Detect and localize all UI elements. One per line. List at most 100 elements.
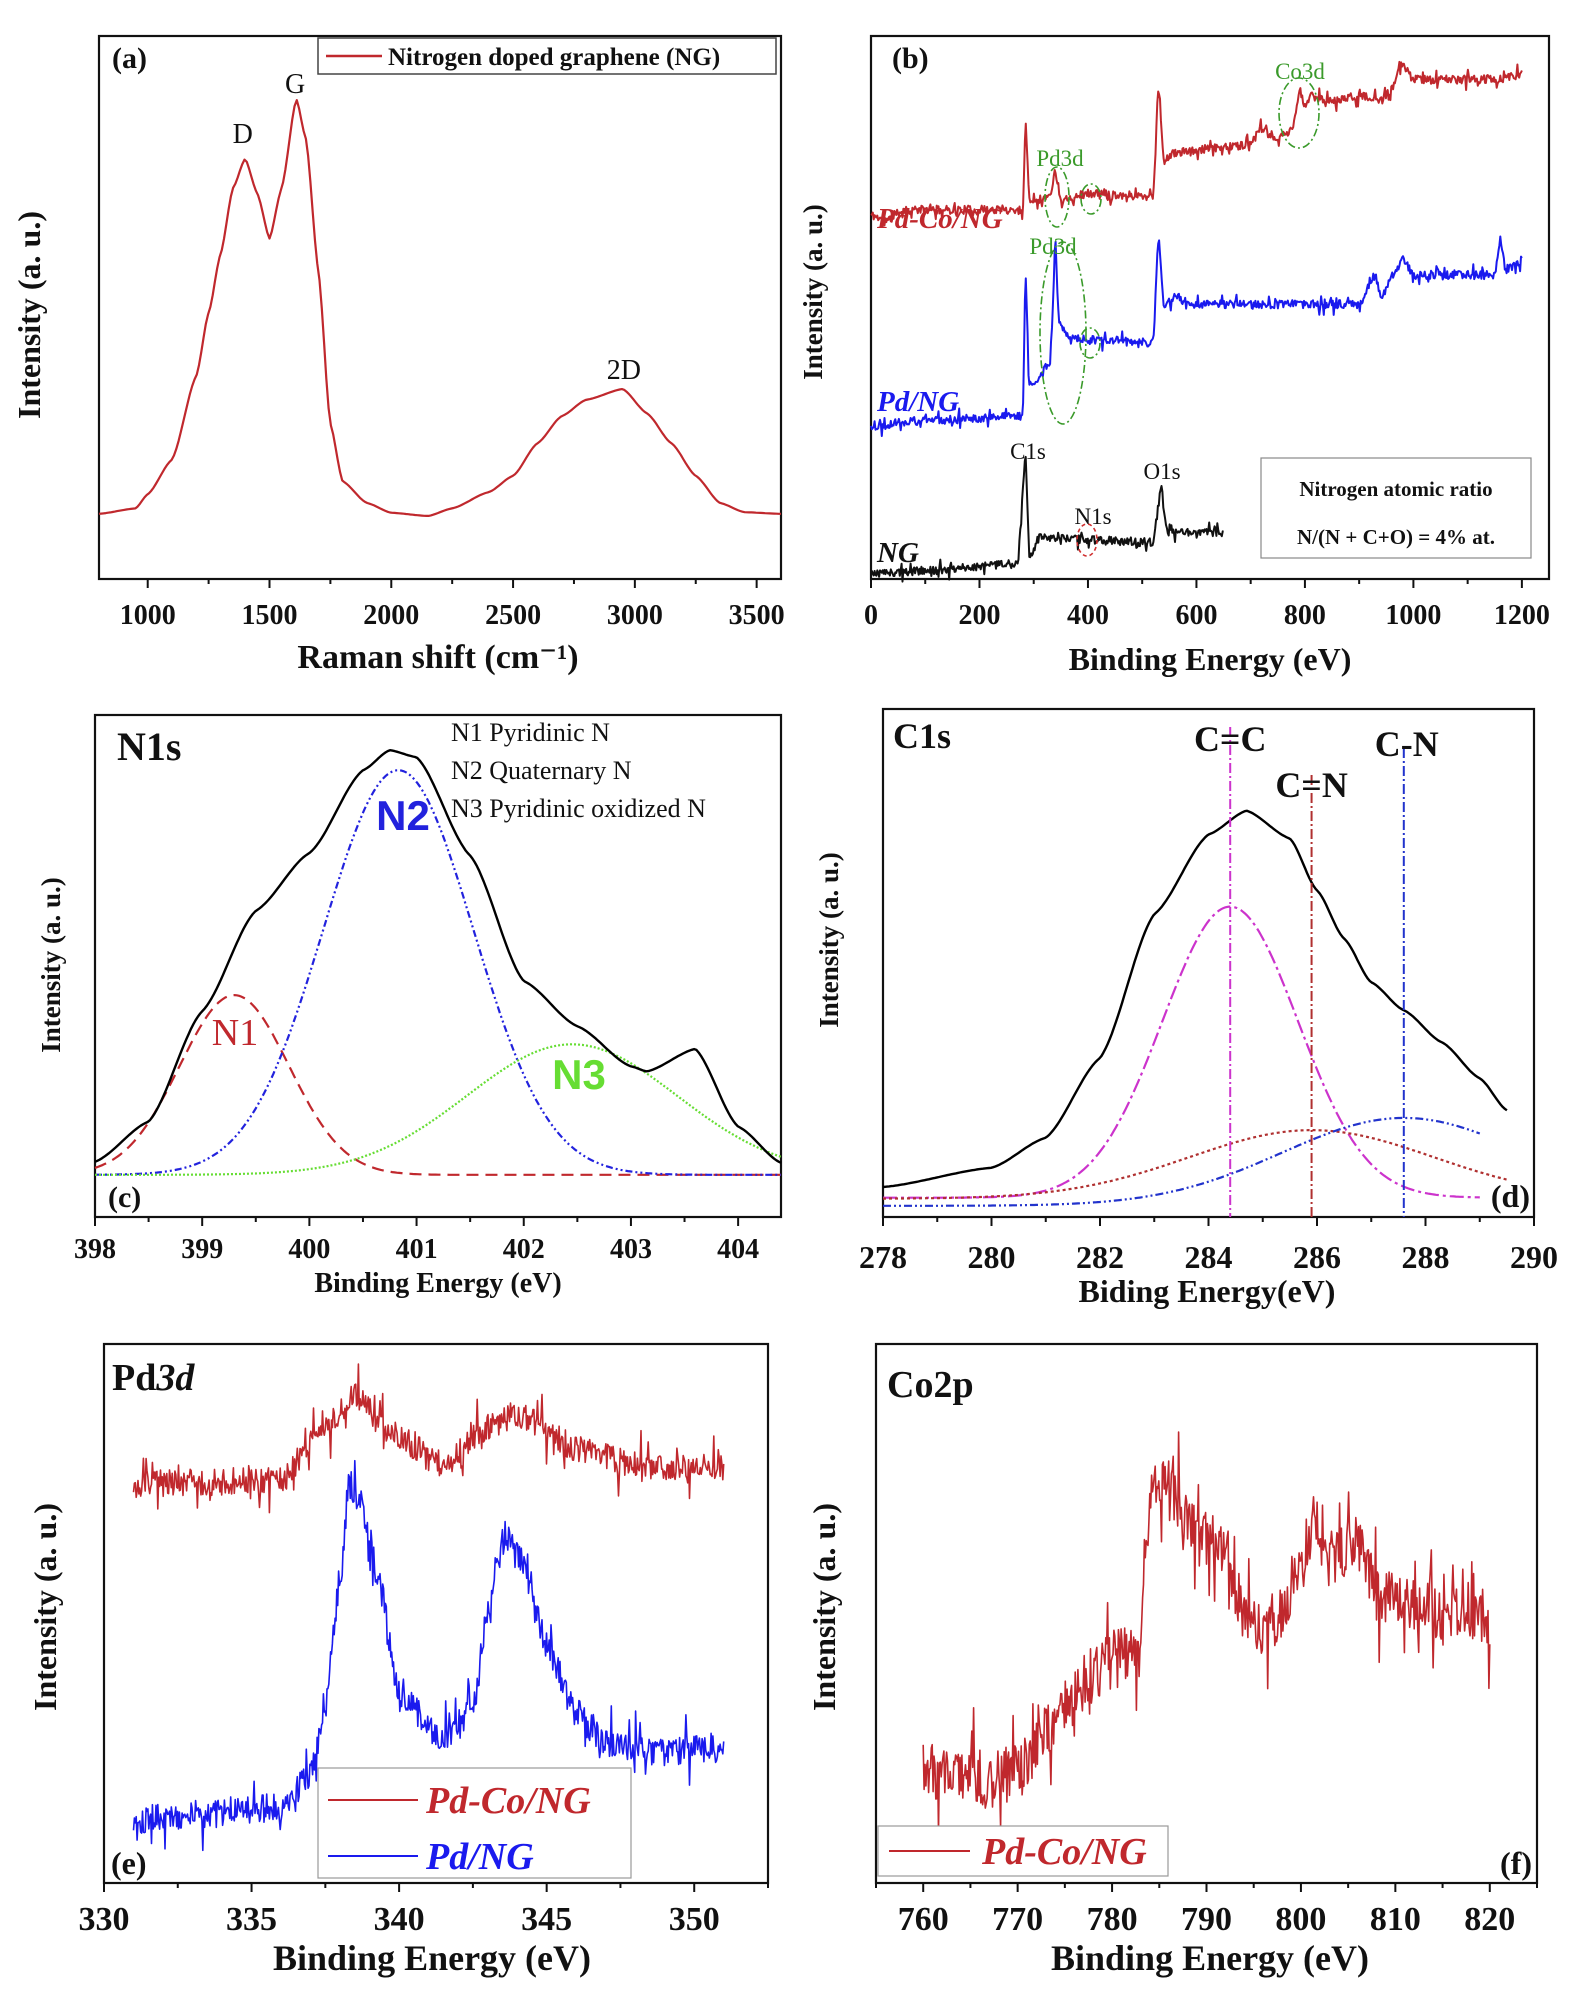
component-legend-line: N3 Pyridinic oxidized N <box>451 794 706 823</box>
x-tick-label: 810 <box>1370 1901 1421 1938</box>
series-label-ng: NG <box>876 537 919 569</box>
plot-frame <box>93 713 783 1219</box>
x-tick-label: 3000 <box>607 600 663 631</box>
y-axis-label: Intensity (a. u.) <box>814 852 844 1028</box>
y-axis-label: Intensity (a. u.) <box>27 1503 63 1711</box>
x-tick-label: 2000 <box>363 600 419 631</box>
series-line-ng <box>98 99 781 517</box>
highlight-ellipse <box>1080 183 1102 215</box>
plot-frame <box>881 707 1536 1219</box>
x-tick-label: 403 <box>610 1234 652 1265</box>
highlight-ellipse <box>1278 77 1320 149</box>
x-tick-label: 284 <box>1185 1239 1233 1275</box>
panel-e: 330 335 340 345 350 Binding Energy (eV) Intens… <box>27 1342 770 1978</box>
x-tick-label: 600 <box>1175 600 1217 631</box>
highlight-ellipse-n1s <box>1076 523 1098 557</box>
x-axis-label: Binding Energy (eV) <box>1069 641 1352 677</box>
x-tick-label: 800 <box>1275 1901 1326 1938</box>
series-line-pd-co-ng <box>922 1431 1491 1834</box>
x-tick-label: 330 <box>79 1901 130 1938</box>
x-tick-label: 1500 <box>242 600 298 631</box>
x-tick-label: 400 <box>1067 600 1109 631</box>
x-tick-label: 0 <box>864 600 878 631</box>
x-tick-label: 345 <box>521 1901 572 1938</box>
panel-label: (c) <box>108 1181 141 1214</box>
panel-b: 0 200 400 600 800 1000 1200 Binding Energy (eV)… <box>798 34 1551 677</box>
inset-title: Nitrogen atomic ratio <box>1299 477 1492 501</box>
legend-label: Pd-Co/NG <box>425 1780 591 1822</box>
legend-box <box>317 37 777 75</box>
y-axis-label: Intensity (a. u.) <box>806 1503 842 1711</box>
panel-label: (d) <box>1491 1178 1530 1214</box>
annotation-pd3d-mid: Pd3d <box>1029 234 1077 259</box>
x-tick-label: 335 <box>226 1901 277 1938</box>
legend-label: Pd/NG <box>425 1836 534 1878</box>
x-tick-label: 1000 <box>120 600 176 631</box>
legend-label: Pd-Co/NG <box>981 1831 1147 1873</box>
inset-box <box>1260 457 1532 559</box>
x-tick-label: 200 <box>958 600 1000 631</box>
x-tick-label: 278 <box>859 1239 907 1275</box>
x-axis-label: Biding Energy(eV) <box>1079 1273 1336 1309</box>
peak-label-d: D <box>233 119 253 150</box>
component-c-n <box>883 1116 1481 1207</box>
x-tick-label: 282 <box>1076 1239 1124 1275</box>
panel-title: Co2p <box>887 1364 974 1406</box>
component-label-n2: N2 <box>376 792 430 839</box>
component-label-n3: N3 <box>552 1051 606 1098</box>
legend-label: Nitrogen doped graphene (NG) <box>388 44 720 71</box>
annotation-c1s: C1s <box>1010 439 1046 464</box>
panel-label: (b) <box>892 42 929 75</box>
highlight-ellipse <box>1039 241 1087 425</box>
series-line-pd-ng <box>132 1459 725 1852</box>
x-tick-label: 399 <box>181 1234 223 1265</box>
x-tick-label: 340 <box>374 1901 425 1938</box>
plot-frame <box>102 1342 770 1885</box>
series-label-pd-ng: Pd/NG <box>876 386 959 418</box>
legend-box <box>317 1767 632 1879</box>
panel-title: N1s <box>117 724 181 769</box>
panel-label: (e) <box>111 1845 147 1881</box>
x-tick-label: 290 <box>1510 1239 1558 1275</box>
peak-label: C=C <box>1194 719 1267 759</box>
x-tick-label: 1000 <box>1385 600 1441 631</box>
panel-label: (a) <box>112 42 147 75</box>
series-line-pd-co-ng <box>132 1363 725 1514</box>
total-envelope <box>94 749 782 1164</box>
x-tick-label: 400 <box>288 1234 330 1265</box>
annotation-pd3d-top: Pd3d <box>1036 146 1084 171</box>
panel-d: 278 280 282 284 286 288 290 Biding Energy(eV) In… <box>814 707 1558 1309</box>
x-axis-label: Binding Energy (eV) <box>1051 1938 1369 1978</box>
total-envelope <box>882 809 1508 1189</box>
annotation-o1s: O1s <box>1143 459 1180 484</box>
annotation-n1s: N1s <box>1074 504 1111 529</box>
x-tick-label: 1200 <box>1494 600 1550 631</box>
x-tick-label: 401 <box>396 1234 438 1265</box>
plot-frame <box>97 34 783 581</box>
peak-label-2d: 2D <box>607 355 641 386</box>
title-element: Pd <box>112 1357 156 1399</box>
inset-value: N/(N + C+O) = 4% at. <box>1297 525 1495 549</box>
series-line-ng <box>870 455 1224 583</box>
plot-frame <box>874 1342 1539 1885</box>
x-tick-label: 288 <box>1402 1239 1450 1275</box>
x-axis-label: Binding Energy (eV) <box>314 1268 561 1299</box>
series-line-pd-ng <box>870 235 1523 437</box>
panel-f: 760 770 780 790 800 810 820 Binding Energy (eV)… <box>806 1342 1539 1978</box>
annotation-co3d: Co3d <box>1275 59 1325 84</box>
y-axis-label: Intensity (a. u.) <box>36 877 66 1053</box>
plot-frame <box>869 34 1551 581</box>
peak-label: C-N <box>1375 724 1439 764</box>
x-tick-label: 404 <box>717 1234 759 1265</box>
x-tick-label: 3500 <box>729 600 785 631</box>
series-line-pd-co-ng <box>870 60 1523 227</box>
component-n2 <box>95 769 781 1176</box>
title-orbital: 3d <box>155 1357 195 1399</box>
highlight-ellipse <box>1079 327 1101 359</box>
panel-title: C1s <box>893 716 951 756</box>
highlight-ellipse <box>1044 166 1070 228</box>
x-tick-label: 780 <box>1087 1901 1138 1938</box>
x-tick-label: 280 <box>968 1239 1016 1275</box>
x-tick-label: 2500 <box>485 600 541 631</box>
y-axis-label: Intensity (a. u.) <box>11 211 47 419</box>
